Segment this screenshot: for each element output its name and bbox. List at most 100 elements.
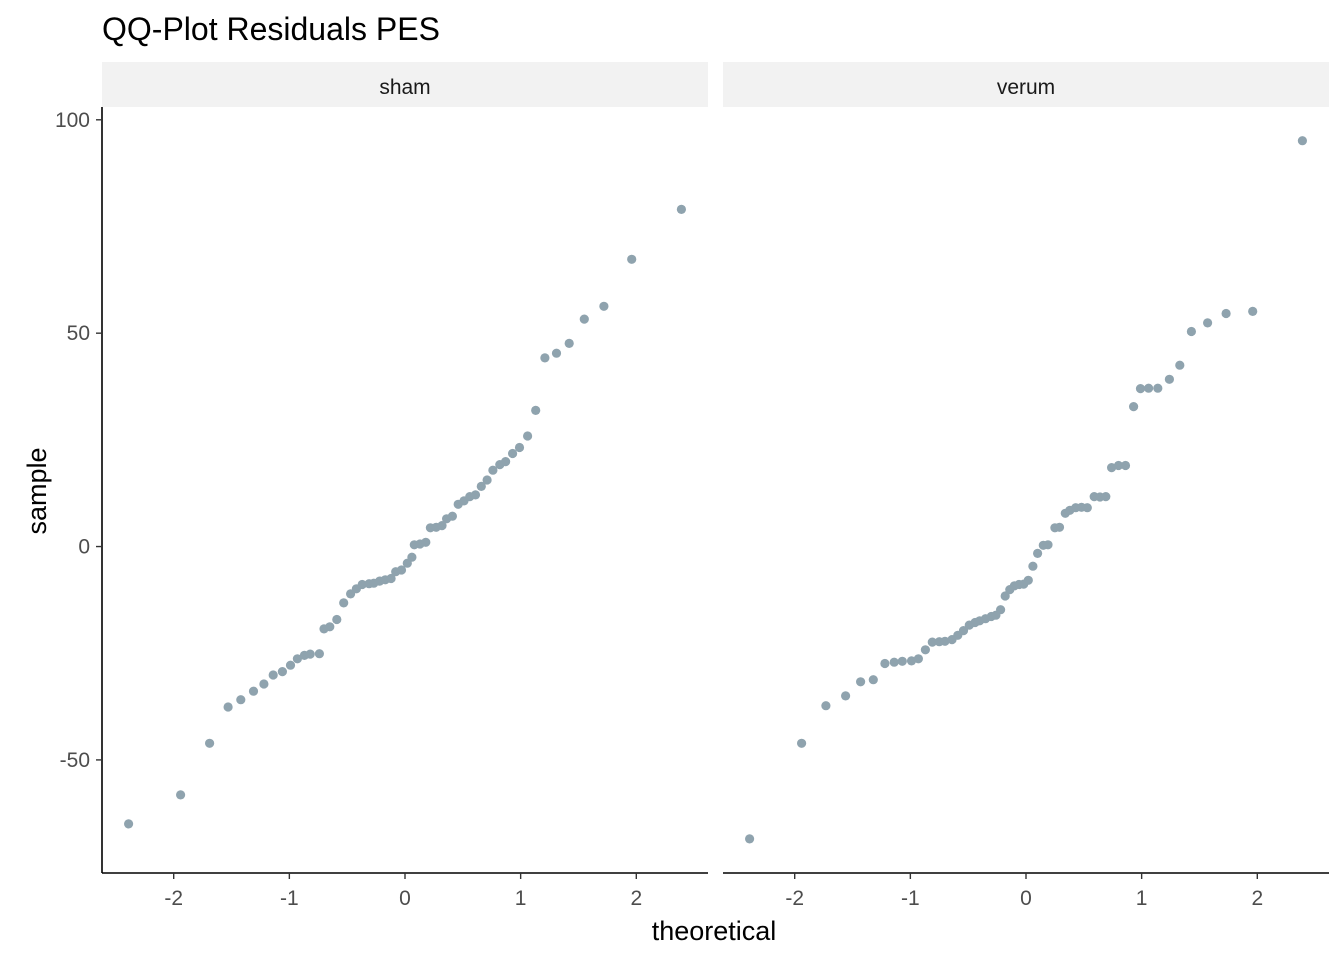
data-point (1221, 308, 1231, 319)
data-point (332, 614, 342, 625)
data-point (599, 301, 609, 311)
data-point (1023, 575, 1033, 585)
data-point (1082, 503, 1092, 513)
data-point (958, 626, 969, 636)
x-tick-label: 0 (399, 887, 411, 910)
data-point (1000, 591, 1010, 601)
data-point (386, 573, 396, 584)
data-point (1101, 492, 1111, 502)
data-point (507, 448, 518, 459)
data-point (205, 738, 215, 748)
x-tick-label: 1 (515, 887, 527, 910)
data-point (1135, 384, 1146, 394)
x-tick-label: -2 (164, 887, 183, 910)
x-axes: -2 -1 0 1 2 -2 -1 0 1 2 (102, 872, 1329, 910)
data-point (868, 675, 878, 685)
data-point (889, 657, 899, 667)
data-point (1248, 306, 1258, 316)
x-tick-label: -2 (785, 887, 804, 910)
data-point (1153, 383, 1163, 393)
data-point (1028, 561, 1038, 571)
panel-sham: sham (102, 62, 708, 829)
data-point (268, 670, 278, 680)
data-point (314, 649, 324, 659)
data-point (797, 738, 807, 748)
y-tick-label: -50 (60, 749, 90, 772)
data-point (514, 442, 525, 453)
data-point (920, 645, 931, 655)
data-point (1033, 548, 1043, 559)
x-tick-label: -1 (280, 887, 299, 910)
strip-label-sham: sham (379, 76, 430, 99)
data-point (564, 338, 574, 348)
data-point (1120, 460, 1131, 471)
x-tick-label: 2 (630, 887, 642, 910)
data-point (488, 465, 498, 475)
data-point (1113, 460, 1124, 471)
y-tick-label: 100 (55, 109, 90, 132)
data-point (1107, 463, 1117, 473)
data-point (223, 702, 233, 712)
data-point (292, 654, 302, 664)
x-tick-label: 0 (1020, 887, 1032, 910)
data-point (482, 475, 492, 485)
points-sham (124, 204, 687, 829)
data-point (1129, 402, 1139, 412)
data-point (531, 405, 541, 415)
data-point (407, 552, 417, 562)
data-point (551, 348, 562, 358)
data-point (325, 622, 335, 632)
data-point (627, 254, 637, 264)
data-point (523, 431, 533, 441)
data-point (421, 537, 431, 547)
y-tick-label: 50 (67, 322, 90, 345)
panel-verum: verum (723, 62, 1329, 844)
x-tick-label: 1 (1136, 887, 1148, 910)
y-tick-label: 0 (78, 536, 90, 559)
data-point (236, 695, 246, 705)
data-point (437, 521, 447, 531)
data-point (124, 819, 134, 829)
strip-label-verum: verum (997, 76, 1055, 99)
data-point (897, 656, 907, 666)
data-point (1297, 136, 1307, 146)
data-point (1175, 360, 1185, 370)
y-axis: -50 0 50 100 (55, 107, 103, 873)
data-point (1186, 326, 1196, 337)
data-point (841, 691, 851, 701)
points-verum (745, 136, 1307, 844)
data-point (1203, 318, 1213, 328)
data-point (880, 658, 890, 669)
data-point (285, 660, 296, 670)
data-point (470, 490, 481, 500)
data-point (1164, 374, 1174, 384)
data-point (540, 353, 550, 363)
data-point (927, 637, 937, 647)
chart-title: QQ-Plot Residuals PES (102, 11, 440, 47)
data-point (176, 790, 186, 800)
x-tick-label: -1 (901, 887, 920, 910)
data-point (1043, 540, 1053, 550)
strip-background (723, 62, 1329, 107)
data-point (745, 834, 755, 844)
strip-background (102, 62, 708, 107)
data-point (821, 701, 831, 711)
data-point (339, 598, 349, 608)
data-point (501, 457, 511, 467)
data-point (476, 481, 486, 491)
data-point (396, 565, 407, 575)
data-point (676, 204, 687, 214)
data-point (277, 667, 287, 677)
data-point (357, 579, 367, 590)
y-axis-title: sample (22, 447, 52, 534)
data-point (996, 605, 1006, 615)
x-axis-title: theoretical (652, 916, 777, 946)
data-point (1144, 383, 1154, 393)
data-point (248, 686, 259, 696)
data-point (856, 677, 866, 687)
data-point (579, 314, 589, 324)
data-point (259, 679, 269, 689)
x-tick-label: 2 (1251, 887, 1263, 910)
data-point (940, 636, 950, 646)
